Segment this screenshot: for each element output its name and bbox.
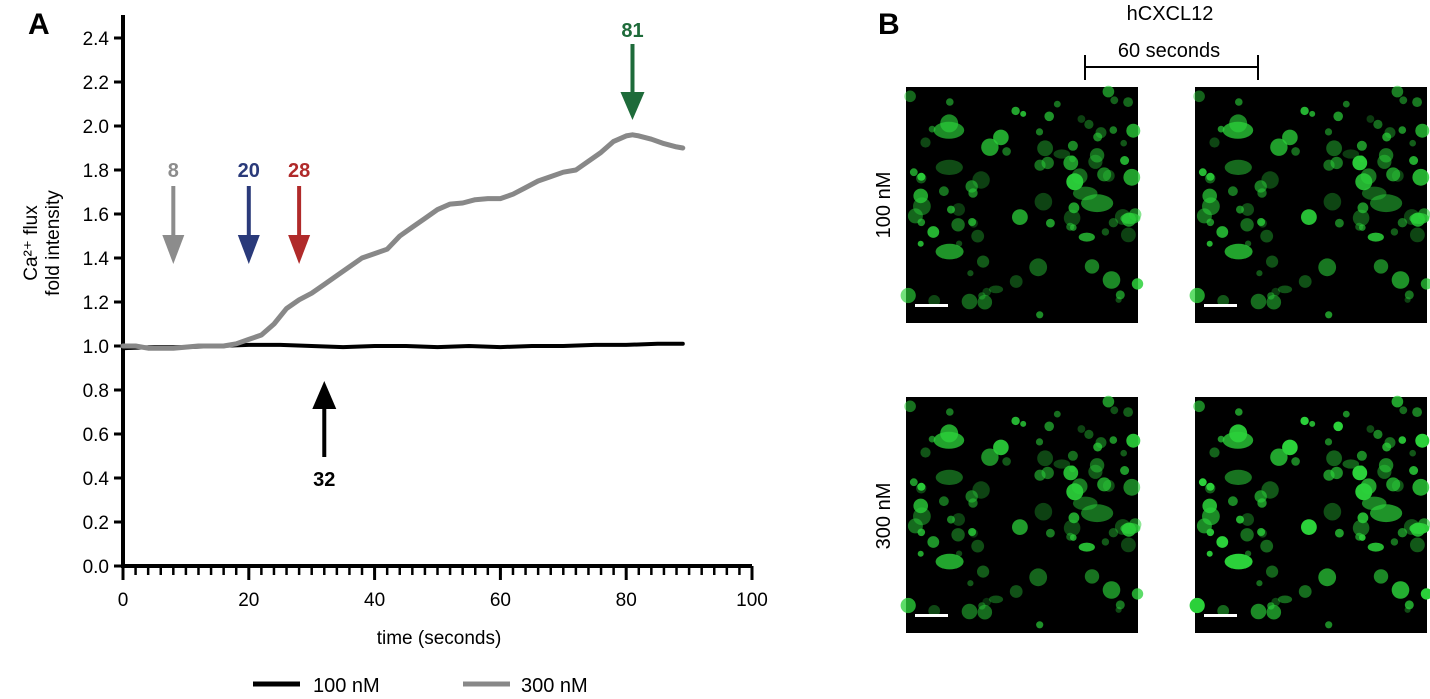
- x-axis-label: time (seconds): [377, 628, 502, 649]
- y-tick-label: 0.6: [83, 425, 109, 446]
- panel-b-letter: B: [878, 8, 900, 41]
- legend: 100 nM 300 nM: [253, 675, 588, 697]
- x-tick-label: 20: [238, 590, 259, 611]
- y-tick-label: 2.0: [83, 117, 109, 138]
- micrograph-100nm-end: [1189, 85, 1430, 323]
- scale-bar: [1204, 614, 1237, 617]
- y-tick-label: 1.8: [83, 161, 109, 182]
- panel-b-title: hCXCL12: [1127, 3, 1214, 25]
- panel-a-letter: A: [28, 8, 50, 41]
- arrow-head-8: [162, 235, 185, 264]
- arrow-head-32: [312, 381, 337, 409]
- y-axis-label-line1: Ca²⁺ flux: [21, 205, 42, 281]
- micrograph-grid: [900, 85, 1430, 633]
- row-label-100nm: 100 nM: [873, 172, 895, 239]
- legend-label-300nm: 300 nM: [521, 675, 588, 697]
- scale-bar: [1204, 304, 1237, 307]
- arrow-label-20: 20: [238, 160, 260, 182]
- arrow-head-81: [620, 92, 645, 120]
- x-tick-label: 60: [490, 590, 511, 611]
- arrow-label-32: 32: [313, 469, 335, 491]
- y-tick-label: 1.6: [83, 205, 109, 226]
- y-tick-label: 0.8: [83, 381, 109, 402]
- arrow-label-81: 81: [621, 20, 643, 42]
- arrow-label-28: 28: [288, 160, 310, 182]
- x-tick-label: 0: [118, 590, 129, 611]
- time-interval-bracket: [1084, 55, 1259, 80]
- micrograph-300nm-end: [1189, 395, 1430, 633]
- y-tick-label: 0.4: [83, 469, 110, 490]
- y-tick-label: 0.2: [83, 513, 109, 534]
- scale-bar: [915, 614, 948, 617]
- series-line-300nm: [120, 132, 686, 351]
- y-axis-label-line2: fold intensity: [43, 190, 64, 296]
- micrograph-300nm-start: [900, 395, 1144, 633]
- arrow-label-8: 8: [168, 160, 179, 182]
- x-tick-label: 40: [364, 590, 385, 611]
- arrow-head-20: [237, 235, 260, 264]
- scale-bar: [915, 304, 948, 307]
- legend-label-100nm: 100 nM: [313, 675, 380, 697]
- time-interval-label: 60 seconds: [1118, 40, 1220, 62]
- arrow-head-28: [288, 235, 311, 264]
- y-tick-label: 1.4: [83, 249, 110, 270]
- y-tick-label: 2.4: [83, 29, 110, 50]
- x-tick-label: 100: [736, 590, 768, 611]
- calcium-flux-chart: 0.0 0.2 0.4 0.6 0.8 1.0 1.2 1.4 1.6 1.8 2.0 2.2 2.4 0…: [83, 15, 768, 611]
- y-tick-label: 1.2: [83, 293, 109, 314]
- x-tick-label: 80: [616, 590, 637, 611]
- y-tick-label: 0.0: [83, 557, 109, 578]
- row-label-300nm: 300 nM: [873, 483, 895, 550]
- y-tick-label: 2.2: [83, 73, 109, 94]
- micrograph-100nm-start: [900, 85, 1144, 323]
- y-tick-label: 1.0: [83, 337, 109, 358]
